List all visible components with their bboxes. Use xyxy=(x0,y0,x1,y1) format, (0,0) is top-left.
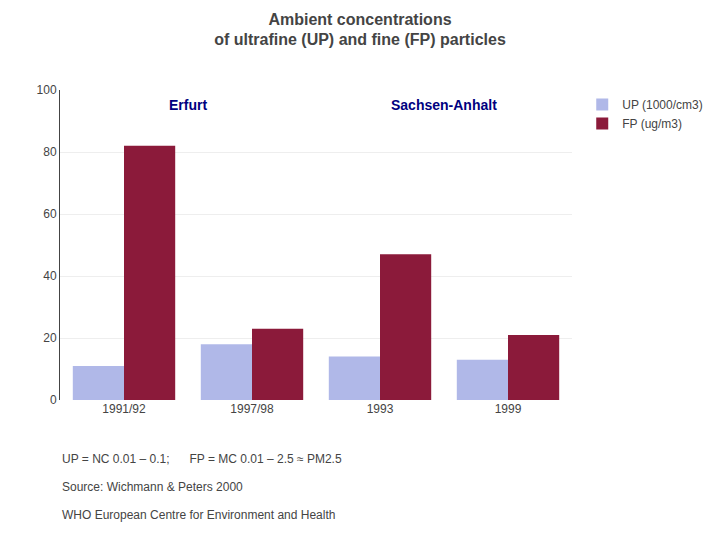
svg-text:Erfurt: Erfurt xyxy=(169,97,207,113)
svg-text:100: 100 xyxy=(37,83,57,97)
svg-text:UP = NC 0.01 – 0.1; FP =: UP = NC 0.01 – 0.1; FP = MC 0.01 – 2.5 ≈… xyxy=(62,452,342,466)
svg-text:UP (1000/cm3): UP (1000/cm3) xyxy=(622,98,702,112)
svg-text:WHO European Centre for Enviro: WHO European Centre for Environment and … xyxy=(62,508,335,522)
svg-text:40: 40 xyxy=(43,269,57,283)
svg-text:Sachsen-Anhalt: Sachsen-Anhalt xyxy=(391,97,497,113)
svg-text:1993: 1993 xyxy=(367,402,394,416)
svg-text:1997/98: 1997/98 xyxy=(230,402,274,416)
svg-text:Ambient concentrationsof ultra: Ambient concentrationsof ultrafine (UP) … xyxy=(214,11,506,49)
svg-text:1991/92: 1991/92 xyxy=(102,402,146,416)
svg-text:1999: 1999 xyxy=(495,402,522,416)
svg-text:60: 60 xyxy=(43,207,57,221)
svg-text:0: 0 xyxy=(50,393,57,407)
svg-text:FP (ug/m3): FP (ug/m3) xyxy=(622,117,682,131)
svg-text:80: 80 xyxy=(43,145,57,159)
svg-text:20: 20 xyxy=(43,331,57,345)
svg-text:Source: Wichmann & Peters 2000: Source: Wichmann & Peters 2000 xyxy=(62,480,243,494)
